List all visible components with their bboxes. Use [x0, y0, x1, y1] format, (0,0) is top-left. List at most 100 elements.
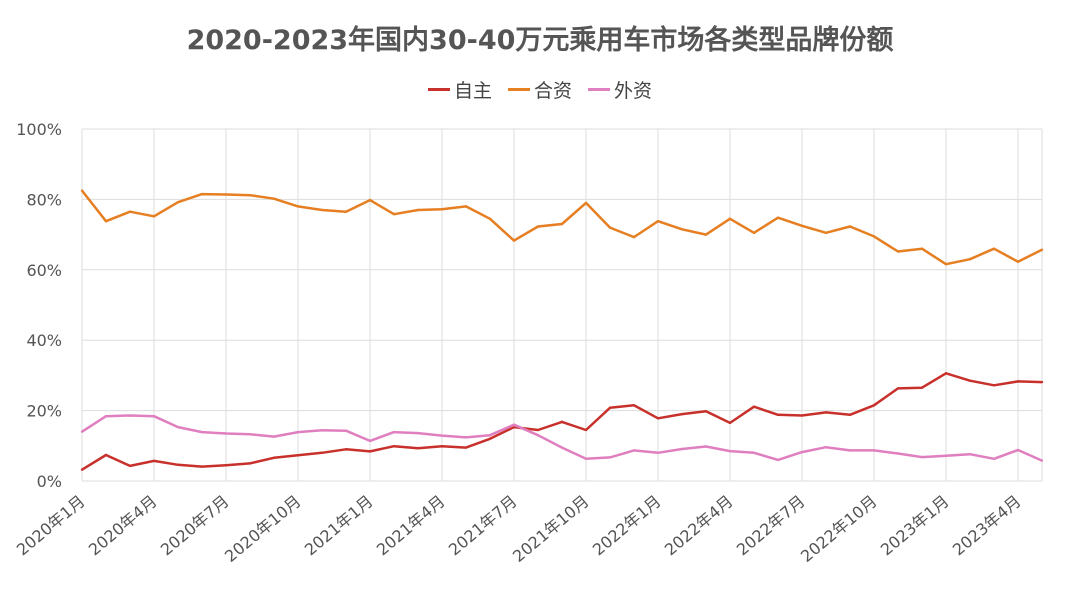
data-point	[224, 432, 228, 435]
data-point	[1016, 448, 1020, 452]
data-point	[464, 436, 468, 439]
data-point	[152, 215, 156, 218]
data-point	[872, 404, 876, 407]
data-point	[248, 432, 252, 436]
y-tick-label: 100%	[16, 120, 62, 139]
y-tick-label: 0%	[37, 472, 62, 491]
x-tick-label: 2022年7月	[733, 492, 809, 560]
data-point	[440, 444, 444, 448]
data-point	[104, 453, 108, 457]
data-point	[272, 197, 276, 200]
data-point	[728, 217, 732, 220]
data-point	[80, 189, 84, 192]
data-point	[392, 444, 396, 448]
data-point	[944, 262, 948, 266]
data-point	[896, 387, 900, 390]
data-point	[752, 231, 756, 235]
data-point	[560, 420, 564, 424]
data-point	[416, 431, 420, 435]
legend: 自主 合资 外资	[0, 76, 1080, 103]
x-tick-label: 2020年7月	[157, 492, 233, 560]
data-point	[512, 425, 516, 429]
data-point	[248, 462, 252, 465]
data-point	[344, 210, 348, 213]
x-tick-label: 2021年7月	[445, 492, 521, 560]
data-point	[344, 429, 348, 432]
data-point	[320, 451, 324, 455]
data-point	[752, 405, 756, 408]
data-point	[536, 225, 540, 228]
data-point	[800, 224, 804, 227]
data-point	[680, 447, 684, 451]
data-point	[920, 386, 924, 389]
data-point	[536, 428, 540, 432]
data-point	[752, 451, 756, 455]
legend-label: 自主	[453, 80, 492, 102]
data-point	[440, 434, 444, 437]
data-point	[1016, 260, 1020, 263]
data-point	[104, 415, 108, 418]
data-point	[1040, 380, 1044, 384]
data-point	[632, 449, 636, 452]
data-point	[128, 464, 132, 468]
data-point	[776, 413, 780, 417]
y-tick-label: 80%	[26, 190, 62, 209]
data-point	[968, 258, 972, 261]
data-point	[776, 216, 780, 219]
data-point	[1040, 248, 1044, 251]
data-point	[824, 446, 828, 449]
data-point	[152, 459, 156, 463]
data-point	[416, 208, 420, 212]
data-point	[728, 449, 732, 453]
data-point	[896, 452, 900, 455]
data-point	[488, 434, 492, 437]
data-point	[536, 434, 540, 437]
data-point	[848, 449, 852, 452]
x-tick-label: 2023年4月	[949, 492, 1025, 560]
data-point	[152, 415, 156, 418]
x-tick-label: 2022年4月	[661, 492, 737, 560]
y-tick-label: 40%	[26, 331, 62, 350]
data-point	[200, 430, 204, 434]
data-point	[920, 455, 924, 459]
legend-item: 外资	[588, 76, 652, 103]
data-point	[368, 450, 372, 453]
data-point	[464, 446, 468, 449]
data-point	[104, 220, 108, 223]
data-point	[320, 208, 324, 212]
data-point	[200, 192, 204, 196]
data-point	[992, 247, 996, 250]
data-point	[632, 235, 636, 239]
data-point	[824, 411, 828, 414]
data-point	[416, 447, 420, 450]
y-tick-label: 20%	[26, 402, 62, 421]
data-point	[680, 412, 684, 416]
data-point	[512, 239, 516, 242]
data-point	[656, 451, 660, 455]
legend-label: 外资	[614, 80, 653, 102]
data-point	[464, 205, 468, 208]
chart-title: 2020-2023年国内30-40万元乘用车市场各类型品牌份额	[186, 25, 894, 56]
legend-label: 合资	[533, 80, 572, 102]
data-point	[1016, 380, 1020, 383]
data-point	[800, 414, 804, 417]
data-point	[728, 421, 732, 425]
data-point	[296, 430, 300, 434]
data-point	[608, 456, 612, 459]
data-point	[224, 463, 228, 467]
data-point	[272, 435, 276, 438]
data-point	[704, 445, 708, 448]
data-point	[320, 429, 324, 432]
data-point	[656, 417, 660, 420]
x-tick-label: 2020年4月	[85, 492, 161, 560]
data-point	[344, 448, 348, 451]
data-point	[512, 423, 516, 426]
data-point	[392, 212, 396, 216]
x-tick-label: 2021年4月	[373, 492, 449, 560]
data-point	[488, 437, 492, 440]
legend-swatch	[427, 88, 450, 91]
legend-swatch	[507, 88, 530, 91]
data-point	[392, 430, 396, 434]
data-point	[704, 410, 708, 413]
